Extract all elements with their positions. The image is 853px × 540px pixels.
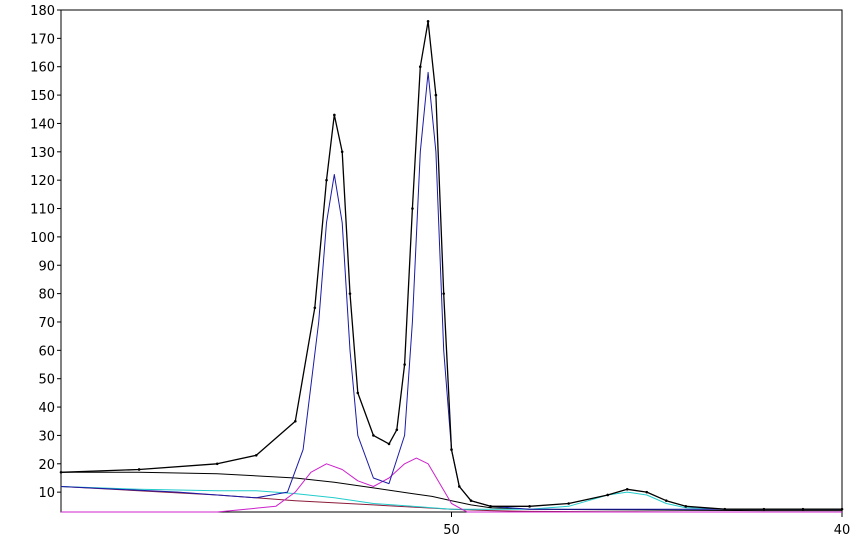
series-line	[61, 457, 842, 513]
data-point	[426, 20, 430, 23]
series-layer	[59, 20, 844, 513]
data-point	[372, 434, 375, 437]
data-point	[387, 442, 391, 446]
series-line	[61, 471, 842, 512]
data-point	[840, 507, 844, 511]
data-point	[340, 150, 344, 154]
data-point	[348, 292, 352, 295]
y-tick-label: 130	[30, 146, 55, 161]
y-tick-label: 150	[30, 89, 55, 104]
data-point	[442, 292, 445, 295]
y-tick-label: 50	[38, 373, 55, 388]
y-tick-label: 80	[38, 288, 55, 303]
data-point	[333, 113, 336, 117]
data-point	[403, 363, 406, 366]
y-tick-label: 120	[30, 174, 55, 189]
y-tick-label: 20	[38, 458, 55, 473]
plot-area	[60, 9, 843, 513]
data-point	[664, 499, 668, 502]
data-point	[215, 462, 219, 466]
data-point	[606, 493, 609, 497]
data-point	[356, 391, 360, 395]
x-tick-label: 40	[834, 523, 851, 538]
data-point	[411, 207, 414, 210]
data-point	[395, 428, 399, 432]
data-point	[625, 488, 629, 491]
y-tick-label: 160	[30, 61, 55, 76]
y-tick-label: 70	[38, 316, 55, 331]
data-point	[325, 178, 328, 182]
data-point	[684, 505, 688, 508]
y-tick-label: 90	[38, 259, 55, 274]
series-3	[61, 457, 842, 513]
data-point	[254, 453, 258, 457]
data-point	[528, 505, 531, 508]
data-point	[59, 470, 63, 474]
series-4	[60, 486, 842, 510]
series-0	[59, 20, 844, 511]
data-point	[418, 65, 422, 69]
data-point	[801, 507, 805, 511]
y-tick-label: 60	[38, 344, 55, 359]
data-point	[137, 468, 141, 471]
x-axis: 50 40	[443, 512, 850, 538]
data-point	[294, 419, 297, 423]
data-point	[762, 507, 766, 511]
series-5	[61, 471, 842, 512]
data-point	[434, 93, 438, 97]
y-axis: 10 20 30 40 50 60 70 80 90 100 110 120 130 140 150 160 1…	[30, 4, 61, 501]
y-tick-label: 140	[30, 117, 55, 132]
data-point	[645, 490, 649, 494]
data-point	[489, 505, 492, 508]
y-tick-label: 40	[38, 401, 55, 416]
data-point	[313, 306, 317, 310]
y-tick-label: 30	[38, 429, 55, 444]
data-point	[469, 499, 473, 502]
data-point	[450, 448, 453, 451]
data-point	[458, 485, 461, 488]
data-point	[723, 507, 727, 511]
y-tick-label: 10	[38, 486, 55, 501]
series-line	[60, 486, 842, 510]
y-tick-label: 180	[30, 4, 55, 19]
y-tick-label: 170	[30, 32, 55, 47]
y-tick-label: 100	[30, 231, 55, 246]
y-tick-label: 110	[30, 203, 55, 218]
data-point	[567, 502, 570, 505]
x-tick-label: 50	[443, 523, 460, 538]
